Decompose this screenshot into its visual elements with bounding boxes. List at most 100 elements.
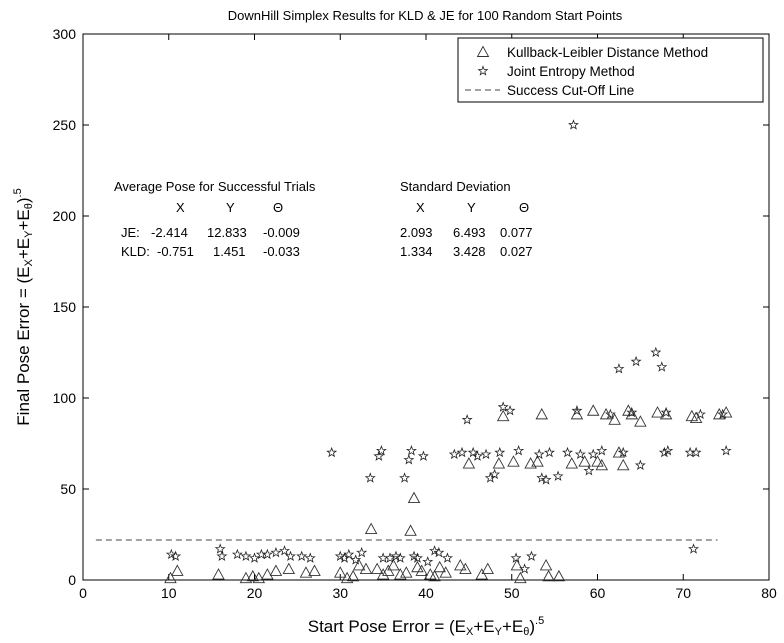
- je-point: [527, 552, 536, 560]
- x-tick-label: 0: [79, 585, 87, 601]
- kld-point: [571, 409, 582, 419]
- je-point: [576, 450, 585, 458]
- legend-label-kld: Kullback-Leibler Distance Method: [507, 45, 708, 60]
- je-point: [615, 364, 624, 372]
- x-tick-label: 20: [247, 585, 263, 601]
- je-point: [250, 554, 259, 562]
- je-point: [286, 552, 295, 560]
- kld-point: [455, 560, 466, 570]
- je-point: [722, 446, 731, 454]
- je-point: [514, 446, 523, 454]
- std-col-x: X: [416, 200, 425, 215]
- kld-point: [476, 569, 487, 579]
- je-point: [463, 415, 472, 423]
- je-point: [218, 552, 227, 560]
- je-point: [482, 450, 491, 458]
- je-point: [495, 448, 504, 456]
- je-point: [585, 466, 594, 474]
- kld-point: [165, 573, 176, 583]
- je-point: [400, 473, 409, 481]
- kld-std-y: 3.428: [453, 244, 486, 259]
- x-tick-label: 40: [418, 585, 434, 601]
- je-point: [458, 448, 467, 456]
- x-tick-label: 50: [504, 585, 520, 601]
- je-point: [520, 564, 529, 572]
- kld-point: [566, 458, 577, 468]
- kld-point: [383, 565, 394, 575]
- kld-point: [515, 573, 526, 583]
- je-point: [696, 410, 705, 418]
- y-tick-label: 50: [60, 481, 76, 497]
- je-point: [366, 473, 375, 481]
- kld-std-theta: 0.027: [500, 244, 533, 259]
- x-tick-label: 60: [590, 585, 606, 601]
- kld-avg-theta: -0.033: [263, 244, 300, 259]
- je-point: [357, 548, 366, 556]
- legend: Kullback-Leibler Distance Method Joint E…: [458, 38, 763, 102]
- x-tick-label: 70: [675, 585, 691, 601]
- kld-point: [652, 407, 663, 417]
- stats-annotation: Average Pose for Successful Trials Stand…: [114, 179, 533, 259]
- je-point: [379, 554, 388, 562]
- je-point: [569, 120, 578, 128]
- je-point: [545, 448, 554, 456]
- kld-point: [553, 571, 564, 581]
- je-point: [423, 557, 432, 565]
- kld-point: [283, 564, 294, 574]
- je-point: [306, 554, 315, 562]
- kld-point: [440, 567, 451, 577]
- y-tick-label: 250: [53, 117, 77, 133]
- je-point: [404, 455, 413, 463]
- kld-point: [213, 569, 224, 579]
- je-point: [692, 448, 701, 456]
- je-point: [410, 552, 419, 560]
- axis-ticks: 0 10 20 30 40 50 60 70 80 0 50 100 150 200 250 300: [53, 26, 777, 601]
- x-tick-label: 80: [761, 585, 777, 601]
- kld-avg-x: -0.751: [157, 244, 194, 259]
- je-point: [554, 472, 563, 480]
- je-point: [563, 448, 572, 456]
- chart-title: DownHill Simplex Results for KLD & JE fo…: [228, 8, 623, 23]
- je-avg-theta: -0.009: [263, 225, 300, 240]
- kld-point: [618, 460, 629, 470]
- avg-col-x: X: [176, 200, 185, 215]
- kld-point: [270, 565, 281, 575]
- kld-point: [172, 565, 183, 575]
- kld-point: [366, 524, 377, 534]
- je-point: [242, 552, 251, 560]
- je-row-label: JE:: [121, 225, 140, 240]
- avg-col-y: Y: [226, 200, 235, 215]
- avg-col-theta: Θ: [273, 200, 283, 215]
- je-point: [651, 348, 660, 356]
- kld-point: [626, 409, 637, 419]
- kld-point: [309, 565, 320, 575]
- je-point: [263, 550, 272, 558]
- kld-point: [541, 560, 552, 570]
- je-point: [589, 450, 598, 458]
- je-point: [632, 357, 641, 365]
- je-std-y: 6.493: [453, 225, 486, 240]
- je-point: [280, 546, 289, 554]
- je-point: [216, 544, 225, 552]
- legend-label-cutoff: Success Cut-Off Line: [507, 83, 634, 98]
- kld-point: [463, 458, 474, 468]
- kld-point: [498, 411, 509, 421]
- kld-point: [588, 405, 599, 415]
- plot-area: [83, 34, 769, 580]
- kld-avg-y: 1.451: [213, 244, 246, 259]
- je-avg-y: 12.833: [207, 225, 247, 240]
- je-std-x: 2.093: [400, 225, 433, 240]
- kld-point: [543, 571, 554, 581]
- y-axis-label: Final Pose Error = (EX+EY+Eθ).5: [12, 188, 35, 425]
- kld-point: [508, 456, 519, 466]
- y-tick-label: 200: [53, 208, 77, 224]
- je-point: [506, 406, 515, 414]
- je-avg-x: -2.414: [151, 225, 188, 240]
- je-point: [297, 552, 306, 560]
- kld-point: [609, 414, 620, 424]
- je-point: [419, 452, 428, 460]
- avg-pose-title: Average Pose for Successful Trials: [114, 179, 316, 194]
- je-point: [573, 406, 582, 414]
- std-col-theta: Θ: [519, 200, 529, 215]
- kld-row-label: KLD:: [121, 244, 150, 259]
